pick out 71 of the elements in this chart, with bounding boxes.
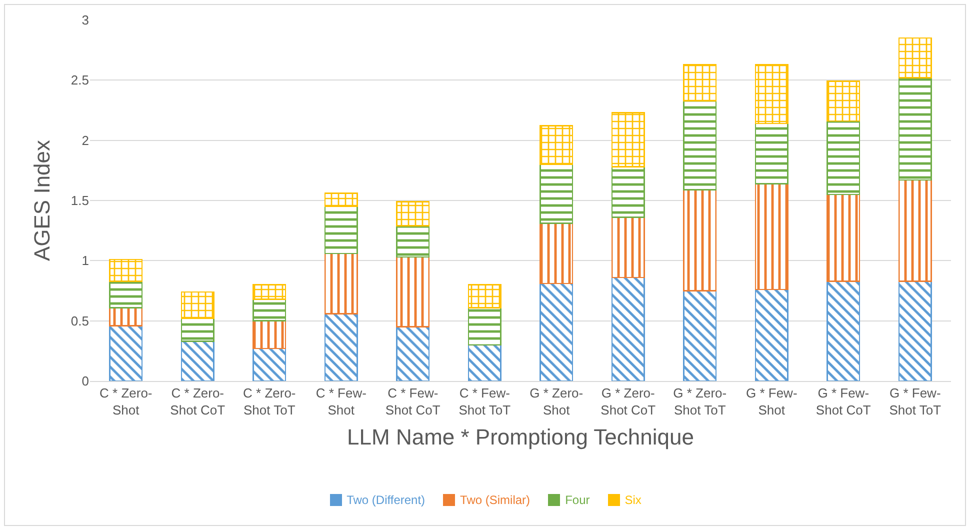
x-tick-label: G * Zero-Shot ToT <box>673 386 727 418</box>
bar <box>611 112 645 168</box>
text: Two (Different) <box>346 493 426 507</box>
y-axis-title: AGES Index <box>30 140 55 262</box>
bar <box>898 280 932 381</box>
bar <box>324 192 358 208</box>
bar <box>252 348 286 381</box>
bar <box>324 206 358 254</box>
bar <box>324 312 358 381</box>
bar <box>754 288 788 381</box>
bar <box>611 276 645 381</box>
bar <box>540 164 574 224</box>
bar <box>611 166 645 218</box>
bar <box>252 284 286 300</box>
x-tick-label: C * Few-Shot <box>316 386 366 418</box>
x-tick-label: C * Zero-Shot CoT <box>170 386 226 418</box>
bar <box>109 306 143 326</box>
y-tick-label: 2.5 <box>70 72 89 88</box>
x-tick-label: C * Zero-Shot <box>100 386 152 418</box>
x-axis-title: LLM Name * Promptiong Technique <box>347 424 694 450</box>
bar <box>468 344 502 381</box>
y-tick-label: 1 <box>82 253 89 268</box>
x-tick-label: G * Few-Shot ToT <box>889 386 942 418</box>
bar <box>754 64 788 124</box>
bar <box>396 326 430 381</box>
bar <box>754 122 788 184</box>
bar <box>754 183 788 290</box>
bar <box>826 80 860 122</box>
bar <box>683 100 717 190</box>
x-tick-label: C * Zero-Shot ToT <box>243 386 296 418</box>
y-tick-label: 3 <box>82 12 89 28</box>
bar <box>540 125 574 166</box>
bar <box>180 291 214 320</box>
bar <box>396 256 430 328</box>
bar <box>826 120 860 196</box>
x-tick-label: G * Few-Shot <box>746 386 798 418</box>
bar <box>180 318 214 342</box>
bar <box>826 280 860 381</box>
bar <box>683 290 717 381</box>
bar <box>540 222 574 284</box>
bar <box>540 282 574 381</box>
bar <box>252 320 286 350</box>
x-tick-label: G * Zero-Shot CoT <box>600 386 656 418</box>
text: Four <box>565 493 590 507</box>
legend-label: Two (Similar) <box>460 493 530 507</box>
bar <box>180 340 214 381</box>
text: Six <box>624 493 642 507</box>
bar <box>683 64 717 102</box>
x-tick-label: C * Few-Shot CoT <box>385 386 440 418</box>
bar <box>468 306 502 346</box>
y-tick-label: 2 <box>82 132 89 148</box>
y-tick-label: 1.5 <box>70 193 89 208</box>
y-tick-label: 0.5 <box>70 313 89 328</box>
y-tick-label: 0 <box>82 374 89 389</box>
bar <box>324 252 358 314</box>
bar <box>826 194 860 282</box>
bar <box>898 37 932 78</box>
bar <box>898 77 932 181</box>
bar <box>109 325 143 381</box>
bar <box>683 189 717 292</box>
bar <box>109 280 143 308</box>
x-tick-label: C * Few-Shot ToT <box>458 386 511 418</box>
x-tick-label: G * Zero-Shot <box>530 386 584 418</box>
bar <box>396 225 430 258</box>
bar <box>252 298 286 322</box>
bar <box>898 179 932 282</box>
x-tick-label: G * Few-Shot CoT <box>816 386 871 418</box>
bar <box>109 258 143 282</box>
bar <box>396 201 430 226</box>
bar <box>468 284 502 308</box>
bar <box>611 216 645 278</box>
